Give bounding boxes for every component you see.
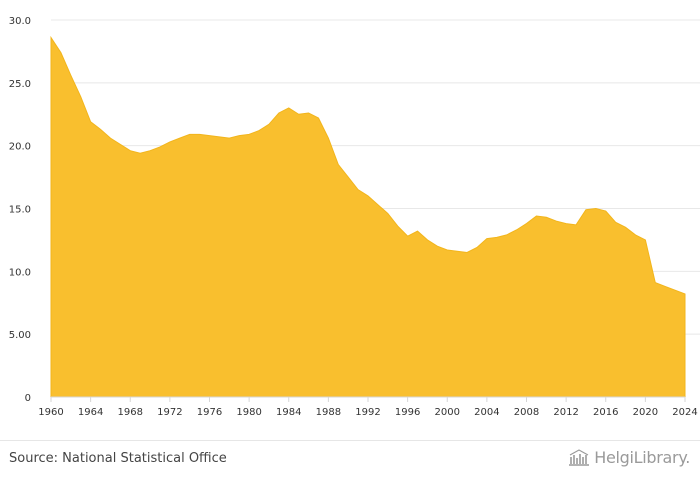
x-tick-label: 1992 bbox=[355, 407, 380, 418]
x-tick-label: 2020 bbox=[633, 407, 658, 418]
footer-divider bbox=[0, 440, 700, 441]
x-tick-label: 1984 bbox=[276, 407, 301, 418]
x-tick-label: 1988 bbox=[316, 407, 341, 418]
y-tick-label: 25.0 bbox=[9, 79, 31, 90]
x-tick-label: 1972 bbox=[157, 407, 182, 418]
x-tick-label: 1968 bbox=[118, 407, 143, 418]
area-series bbox=[50, 35, 686, 398]
logo-text: HelgiLibrary. bbox=[594, 448, 690, 467]
x-tick-label: 1980 bbox=[236, 407, 261, 418]
x-tick-label: 1964 bbox=[78, 407, 103, 418]
x-tick-label: 2016 bbox=[593, 407, 618, 418]
x-tick-label: 1996 bbox=[395, 407, 420, 418]
x-axis-ticks: 1960 1964 1968 1972 1976 1980 1984 1988 1992 1996… bbox=[38, 397, 698, 418]
area-fill bbox=[50, 35, 686, 398]
y-axis-ticks: 0 5.00 10.0 15.0 20.0 25.0 30.0 bbox=[9, 16, 31, 404]
y-tick-label: 15.0 bbox=[9, 205, 31, 216]
x-tick-label: 1960 bbox=[38, 407, 63, 418]
source-note: Source: National Statistical Office bbox=[9, 451, 227, 466]
x-tick-label: 2008 bbox=[514, 407, 539, 418]
x-tick-label: 2024 bbox=[672, 407, 697, 418]
x-tick-label: 1976 bbox=[197, 407, 222, 418]
y-tick-label: 0 bbox=[25, 393, 31, 404]
y-tick-label: 5.00 bbox=[9, 330, 31, 341]
y-tick-label: 20.0 bbox=[9, 142, 31, 153]
x-tick-label: 2004 bbox=[474, 407, 499, 418]
x-tick-label: 2012 bbox=[553, 407, 578, 418]
library-building-icon bbox=[569, 448, 590, 466]
y-tick-label: 10.0 bbox=[9, 267, 31, 278]
y-tick-label: 30.0 bbox=[9, 16, 31, 27]
x-tick-label: 2000 bbox=[435, 407, 460, 418]
helgi-library-logo: HelgiLibrary. bbox=[568, 448, 690, 467]
